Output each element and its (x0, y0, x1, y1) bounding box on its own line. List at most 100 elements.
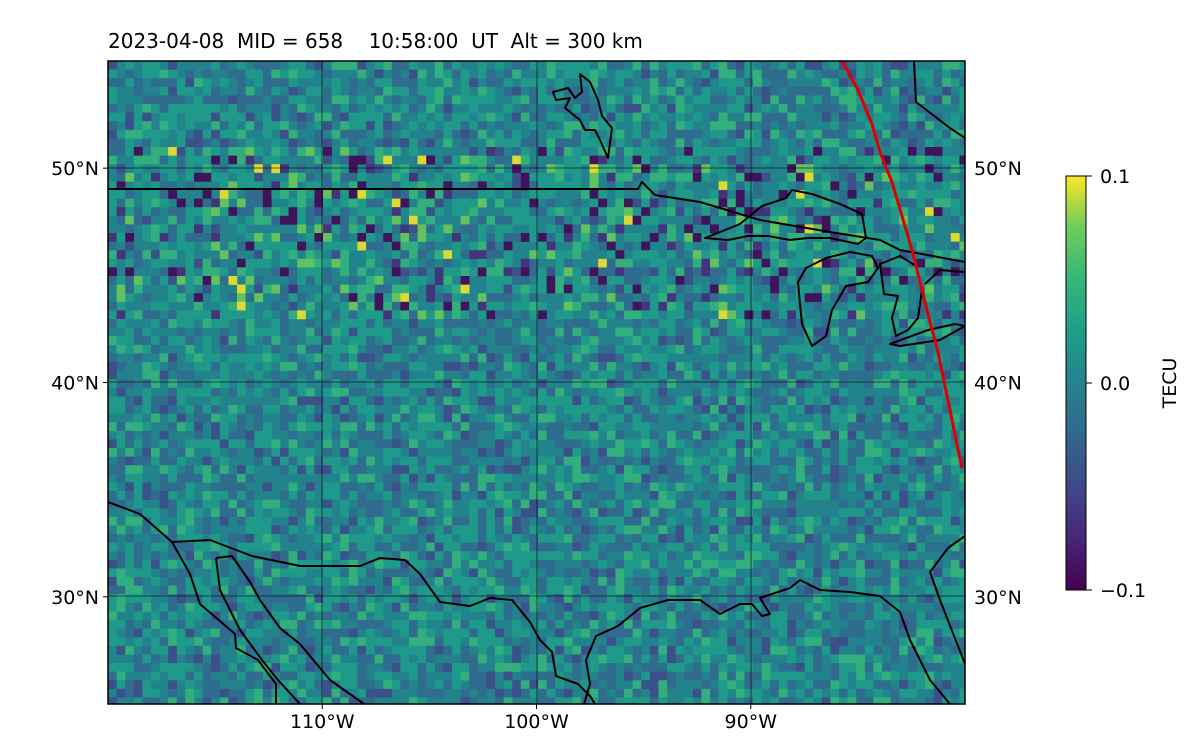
tec-cell (701, 654, 711, 664)
tec-cell (529, 396, 539, 406)
tec-cell (830, 551, 840, 561)
tec-cell (452, 456, 461, 466)
tec-cell (159, 473, 169, 483)
tec-cell (460, 370, 470, 380)
tec-cell (667, 301, 676, 311)
tec-cell (572, 663, 582, 672)
tec-cell (228, 95, 238, 105)
tec-cell (262, 112, 272, 122)
tec-cell (658, 577, 668, 586)
tec-cell (778, 181, 788, 191)
tec-cell (331, 577, 341, 586)
tec-cell (512, 301, 522, 311)
tec-cell (692, 327, 702, 337)
tec-cell (821, 353, 831, 363)
tec-cell (443, 181, 453, 191)
tec-cell (770, 86, 780, 96)
tec-cell (830, 637, 840, 647)
tec-cell (787, 301, 797, 311)
tec-cell (873, 413, 883, 423)
tec-cell (615, 267, 625, 277)
tec-cell (796, 319, 805, 328)
tec-cell (426, 637, 436, 647)
tec-cell (228, 534, 238, 543)
tec-cell (925, 577, 934, 586)
tec-cell (624, 620, 633, 629)
tec-cell (787, 327, 797, 337)
tec-cell (882, 310, 891, 320)
tec-cell (899, 344, 909, 354)
tec-cell (237, 637, 246, 647)
tec-cell (796, 276, 805, 285)
tec-cell (761, 439, 771, 449)
tec-cell (271, 267, 281, 277)
tec-cell (280, 164, 289, 174)
tec-cell (796, 405, 805, 414)
tec-cell (271, 508, 281, 518)
tec-cell (503, 577, 513, 586)
tec-cell (529, 353, 539, 363)
tec-cell (340, 233, 350, 242)
tec-cell (228, 215, 238, 225)
tec-cell (727, 456, 737, 466)
tec-cell (959, 301, 965, 311)
tec-cell (520, 663, 530, 672)
tec-cell (667, 611, 676, 621)
tec-cell (847, 267, 857, 277)
tec-cell (340, 164, 350, 174)
tec-cell (331, 190, 341, 199)
tec-cell (624, 207, 633, 217)
tec-cell (133, 129, 143, 139)
tec-cell (477, 293, 487, 303)
tec-cell (770, 284, 780, 294)
tec-cell (873, 86, 883, 96)
tec-cell (366, 362, 375, 371)
tec-cell (563, 121, 573, 131)
tec-cell (176, 198, 186, 208)
tec-cell (142, 430, 152, 440)
tec-cell (538, 353, 547, 363)
tec-cell (555, 258, 565, 268)
tec-cell (710, 559, 719, 569)
tec-cell (314, 267, 324, 277)
tec-cell (804, 405, 814, 414)
tec-cell (572, 61, 582, 70)
tec-cell (692, 233, 702, 242)
tec-cell (658, 69, 668, 79)
tec-cell (168, 293, 178, 303)
tec-cell (168, 362, 178, 371)
tec-cell (632, 362, 642, 371)
tec-cell (280, 293, 289, 303)
tec-cell (658, 293, 668, 303)
tec-cell (615, 482, 625, 492)
tec-cell (684, 104, 694, 113)
tec-cell (890, 379, 900, 389)
tec-cell (486, 112, 496, 122)
tec-cell (615, 585, 625, 595)
tec-cell (632, 147, 642, 156)
tec-cell (176, 637, 186, 647)
tec-cell (443, 594, 453, 604)
tec-cell (546, 430, 556, 440)
tec-cell (271, 104, 281, 113)
tec-cell (615, 215, 625, 225)
tec-cell (787, 645, 797, 655)
tec-cell (314, 241, 324, 251)
tec-cell (787, 456, 797, 466)
tec-cell (959, 430, 965, 440)
tec-cell (770, 551, 780, 561)
tec-cell (890, 69, 900, 79)
tec-cell (632, 534, 642, 543)
tec-cell (477, 551, 487, 561)
tec-cell (228, 344, 238, 354)
tec-cell (907, 611, 917, 621)
tec-cell (391, 147, 401, 156)
tec-cell (185, 181, 195, 191)
tec-cell (409, 499, 418, 509)
tec-cell (778, 645, 788, 655)
tec-cell (813, 645, 823, 655)
tec-cell (426, 551, 436, 561)
tec-cell (606, 370, 616, 380)
tec-cell (950, 69, 960, 79)
tec-cell (237, 147, 246, 156)
